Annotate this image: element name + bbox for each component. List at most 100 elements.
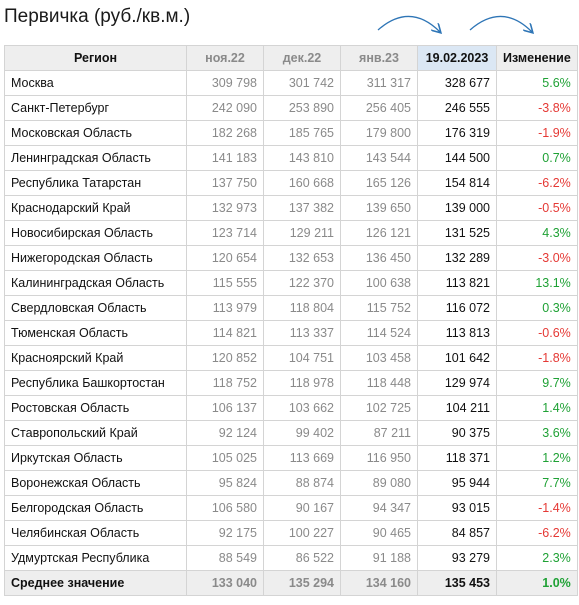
table-footer-row: Среднее значение 133 040 135 294 134 160…: [4, 570, 578, 596]
current-cell: 139 000: [417, 195, 497, 221]
dec-cell: 113 669: [263, 445, 341, 471]
jan-cell: 165 126: [340, 170, 418, 196]
region-cell: Ростовская Область: [4, 395, 187, 421]
header-region: Регион: [4, 45, 187, 71]
jan-cell: 126 121: [340, 220, 418, 246]
region-cell: Удмуртская Республика: [4, 545, 187, 571]
dec-cell: 253 890: [263, 95, 341, 121]
dec-cell: 301 742: [263, 70, 341, 96]
table-row: Республика Татарстан 137 750 160 668 165 12…: [4, 170, 578, 196]
region-cell: Челябинская Область: [4, 520, 187, 546]
curved-arrow-icon: [469, 15, 532, 32]
change-cell: 1.2%: [496, 445, 578, 471]
table-row: Краснодарский Край 132 973 137 382 139 650 1…: [4, 195, 578, 221]
jan-cell: 102 725: [340, 395, 418, 421]
region-cell: Республика Башкортостан: [4, 370, 187, 396]
region-cell: Тюменская Область: [4, 320, 187, 346]
current-cell: 93 279: [417, 545, 497, 571]
current-cell: 84 857: [417, 520, 497, 546]
dec-cell: 100 227: [263, 520, 341, 546]
table-row: Нижегородская Область 120 654 132 653 136 4…: [4, 245, 578, 271]
current-cell: 154 814: [417, 170, 497, 196]
region-cell: Нижегородская Область: [4, 245, 187, 271]
table-row: Московская Область 182 268 185 765 179 800 1…: [4, 120, 578, 146]
table-row: Белгородская Область 106 580 90 167 94 347 9…: [4, 495, 578, 521]
change-cell: -1.4%: [496, 495, 578, 521]
current-cell: 328 677: [417, 70, 497, 96]
nov-cell: 309 798: [186, 70, 264, 96]
dec-cell: 103 662: [263, 395, 341, 421]
change-cell: -3.0%: [496, 245, 578, 271]
dec-cell: 137 382: [263, 195, 341, 221]
jan-cell: 114 524: [340, 320, 418, 346]
region-cell: Белгородская Область: [4, 495, 187, 521]
nov-cell: 106 580: [186, 495, 264, 521]
nov-cell: 120 852: [186, 345, 264, 371]
footer-dec: 135 294: [263, 570, 341, 596]
jan-cell: 90 465: [340, 520, 418, 546]
current-cell: 132 289: [417, 245, 497, 271]
current-cell: 113 821: [417, 270, 497, 296]
page-title: Первичка (руб./кв.м.): [4, 6, 191, 27]
dec-cell: 132 653: [263, 245, 341, 271]
dec-cell: 122 370: [263, 270, 341, 296]
jan-cell: 94 347: [340, 495, 418, 521]
jan-cell: 116 950: [340, 445, 418, 471]
region-cell: Московская Область: [4, 120, 187, 146]
change-cell: -6.2%: [496, 520, 578, 546]
nov-cell: 118 752: [186, 370, 264, 396]
nov-cell: 123 714: [186, 220, 264, 246]
change-cell: 2.3%: [496, 545, 578, 571]
table-row: Удмуртская Республика 88 549 86 522 91 188 9…: [4, 545, 578, 571]
region-cell: Ставропольский Край: [4, 420, 187, 446]
jan-cell: 143 544: [340, 145, 418, 171]
table-header-row: Регион ноя.22 дек.22 янв.23 19.02.2023 И…: [4, 45, 578, 71]
nov-cell: 113 979: [186, 295, 264, 321]
footer-nov: 133 040: [186, 570, 264, 596]
change-cell: -3.8%: [496, 95, 578, 121]
footer-change: 1.0%: [496, 570, 578, 596]
header-jan23: янв.23: [340, 45, 418, 71]
jan-cell: 256 405: [340, 95, 418, 121]
nov-cell: 141 183: [186, 145, 264, 171]
jan-cell: 179 800: [340, 120, 418, 146]
change-cell: -6.2%: [496, 170, 578, 196]
dec-cell: 118 978: [263, 370, 341, 396]
change-cell: 3.6%: [496, 420, 578, 446]
nov-cell: 88 549: [186, 545, 264, 571]
header-nov22: ноя.22: [186, 45, 264, 71]
current-cell: 144 500: [417, 145, 497, 171]
jan-cell: 103 458: [340, 345, 418, 371]
table-row: Красноярский Край 120 852 104 751 103 458 10…: [4, 345, 578, 371]
dec-cell: 88 874: [263, 470, 341, 496]
header-current-date: 19.02.2023: [417, 45, 497, 71]
change-cell: 0.7%: [496, 145, 578, 171]
change-cell: -0.6%: [496, 320, 578, 346]
dec-cell: 113 337: [263, 320, 341, 346]
nov-cell: 120 654: [186, 245, 264, 271]
current-cell: 95 944: [417, 470, 497, 496]
current-cell: 104 211: [417, 395, 497, 421]
footer-label: Среднее значение: [4, 570, 187, 596]
table-row: Калининградская Область 115 555 122 370 100…: [4, 270, 578, 296]
jan-cell: 91 188: [340, 545, 418, 571]
change-cell: -1.9%: [496, 120, 578, 146]
nov-cell: 106 137: [186, 395, 264, 421]
header-dec22: дек.22: [263, 45, 341, 71]
nov-cell: 114 821: [186, 320, 264, 346]
change-cell: 13.1%: [496, 270, 578, 296]
dec-cell: 160 668: [263, 170, 341, 196]
change-cell: 0.3%: [496, 295, 578, 321]
region-cell: Санкт-Петербург: [4, 95, 187, 121]
table-row: Ставропольский Край 92 124 99 402 87 211 90 …: [4, 420, 578, 446]
nov-cell: 137 750: [186, 170, 264, 196]
region-cell: Ленинградская Область: [4, 145, 187, 171]
dec-cell: 118 804: [263, 295, 341, 321]
current-cell: 113 813: [417, 320, 497, 346]
table-row: Ростовская Область 106 137 103 662 102 725 1…: [4, 395, 578, 421]
header-change: Изменение: [496, 45, 578, 71]
curved-arrow-icon: [377, 15, 440, 32]
current-cell: 93 015: [417, 495, 497, 521]
footer-jan: 134 160: [340, 570, 418, 596]
change-cell: 7.7%: [496, 470, 578, 496]
